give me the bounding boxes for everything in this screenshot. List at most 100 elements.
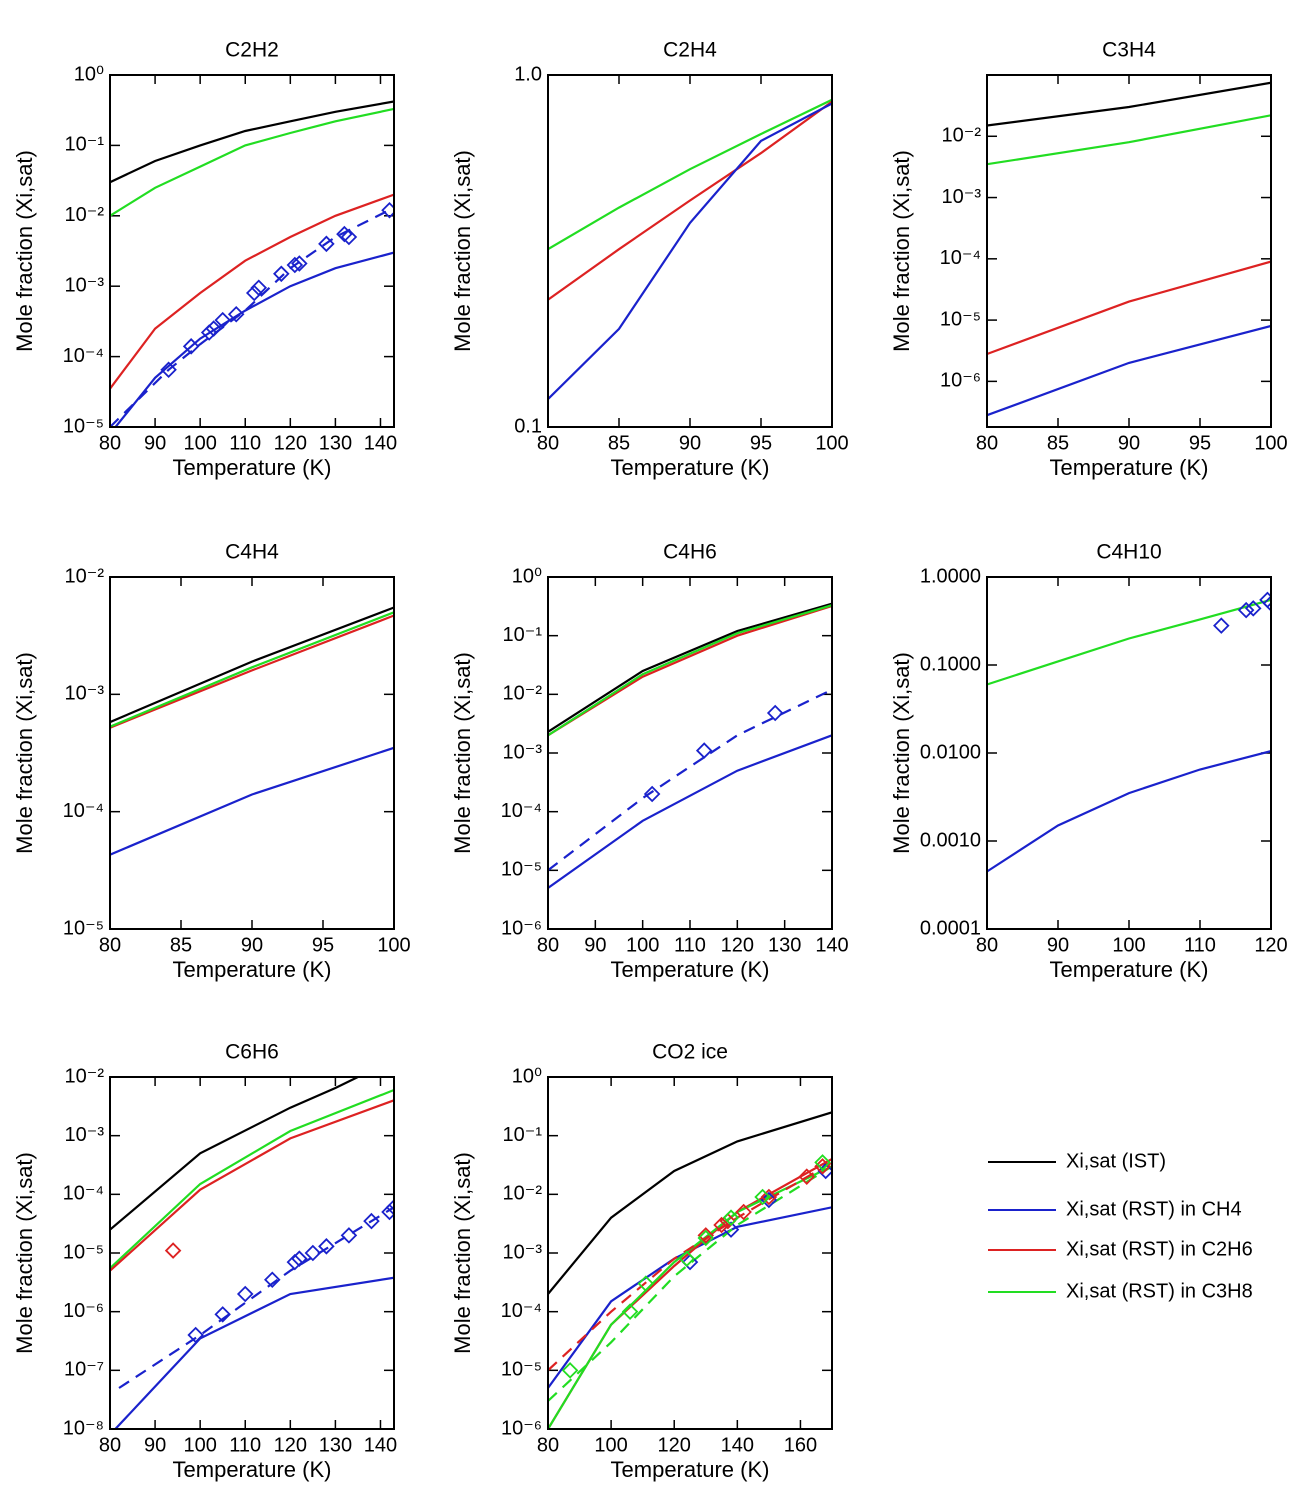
x-tick-label: 80 (537, 1434, 559, 1456)
x-tick-label: 120 (658, 1434, 691, 1456)
y-axis-label: Mole fraction (Xi,sat) (450, 652, 475, 854)
y-tick-label: 10⁻¹ (503, 1124, 543, 1146)
y-tick-label: 10⁻² (503, 683, 543, 705)
panel-title: C4H4 (225, 541, 279, 564)
plot-area (110, 100, 394, 427)
series-line (987, 598, 1271, 686)
data-point (318, 235, 335, 253)
y-tick-label: 10⁻² (65, 1065, 105, 1087)
legend-label: Xi,sat (RST) in CH4 (1066, 1198, 1242, 1220)
y-axis-label: Mole fraction (Xi,sat) (12, 1152, 37, 1354)
data-point (291, 255, 308, 272)
x-tick-label: 85 (170, 934, 192, 956)
y-axis-label: Mole fraction (Xi,sat) (450, 150, 475, 352)
series-line (548, 604, 832, 737)
series-line (548, 734, 832, 889)
x-axis-label: Temperature (K) (611, 1457, 770, 1482)
x-axis-label: Temperature (K) (1050, 455, 1209, 480)
y-tick-label: 0.1 (514, 415, 542, 437)
panel: C2H4 Temperature (K) Mole fraction (Xi,sat… (450, 39, 849, 480)
x-tick-label: 80 (537, 934, 559, 956)
x-tick-label: 90 (241, 934, 263, 956)
data-point (381, 201, 394, 219)
x-tick-label: 80 (99, 1434, 121, 1456)
data-point (1244, 600, 1262, 617)
plot-area (110, 606, 394, 856)
x-tick-label: 120 (1254, 934, 1287, 956)
y-tick-label: 10⁻³ (65, 274, 105, 296)
fit-line (548, 1161, 832, 1372)
y-axis-label: Mole fraction (Xi,sat) (12, 652, 37, 854)
data-point (681, 1253, 699, 1271)
panel: C4H10 Temperature (K) Mole fraction (Xi,sa… (889, 541, 1288, 982)
fit-line (548, 688, 832, 872)
y-tick-label: 10⁻⁵ (63, 1241, 104, 1263)
x-tick-label: 90 (144, 1434, 166, 1456)
series-line (987, 81, 1271, 127)
series-line (548, 98, 832, 251)
panel-title: C4H10 (1096, 541, 1161, 564)
y-tick-label: 10⁻¹ (65, 134, 105, 156)
data-point (814, 1154, 831, 1171)
panel: C4H4 Temperature (K) Mole fraction (Xi,sat… (12, 541, 411, 982)
y-tick-label: 10⁻⁴ (501, 1300, 542, 1322)
x-axis-label: Temperature (K) (173, 455, 332, 480)
x-tick-label: 140 (364, 432, 397, 454)
y-tick-label: 10⁻⁶ (501, 1417, 542, 1439)
x-tick-label: 80 (537, 432, 559, 454)
y-tick-label: 0.0100 (920, 741, 981, 763)
series-line (548, 100, 832, 301)
data-point (1237, 601, 1255, 619)
x-tick-label: 130 (768, 934, 801, 956)
data-point (760, 1191, 778, 1209)
plot-area (548, 1111, 832, 1429)
x-axis-label: Temperature (K) (611, 455, 770, 480)
x-tick-label: 100 (815, 432, 848, 454)
series-line (110, 746, 394, 856)
x-tick-label: 120 (274, 1434, 307, 1456)
plot-area (987, 591, 1271, 873)
x-tick-label: 100 (377, 934, 410, 956)
data-point (336, 225, 353, 243)
x-axis-label: Temperature (K) (611, 957, 770, 982)
y-tick-label: 10⁻⁴ (940, 247, 981, 269)
y-tick-label: 10⁻⁴ (63, 345, 104, 367)
y-tick-label: 10⁰ (512, 1065, 542, 1087)
data-point (286, 1253, 304, 1271)
data-point (227, 305, 245, 323)
series-line (110, 1088, 394, 1270)
y-tick-label: 10⁻⁵ (501, 859, 542, 881)
plot-frame (986, 576, 1272, 930)
series-line (110, 614, 394, 729)
data-point (695, 742, 713, 759)
x-tick-label: 140 (721, 1434, 754, 1456)
series-line (548, 1206, 832, 1389)
data-point (245, 284, 263, 302)
data-point (643, 785, 661, 803)
panel-title: C2H4 (663, 39, 717, 62)
panel: C2H2 Temperature (K) Mole fraction (Xi,sat… (12, 39, 397, 480)
series-line (548, 1165, 832, 1429)
series-line (110, 107, 394, 217)
data-point (1213, 617, 1230, 634)
x-tick-label: 80 (99, 432, 121, 454)
plot-frame (547, 1076, 833, 1430)
y-tick-label: 10⁻⁶ (63, 1300, 104, 1322)
x-tick-label: 120 (721, 934, 754, 956)
data-point (182, 338, 200, 355)
y-tick-label: 0.1000 (920, 653, 981, 675)
data-point (200, 324, 218, 341)
x-tick-label: 90 (144, 432, 166, 454)
y-tick-label: 1.0 (514, 63, 542, 85)
data-point (621, 1303, 639, 1320)
panel-title: CO2 ice (652, 1041, 728, 1064)
data-point (754, 1188, 771, 1206)
y-tick-label: 10⁻⁵ (63, 917, 104, 939)
panel-title: C2H2 (225, 39, 279, 62)
x-tick-label: 90 (584, 934, 606, 956)
data-point (164, 1242, 182, 1259)
data-point (561, 1362, 579, 1379)
series-line (987, 114, 1271, 166)
y-tick-label: 10⁻³ (503, 1241, 543, 1263)
plot-area (548, 602, 832, 889)
